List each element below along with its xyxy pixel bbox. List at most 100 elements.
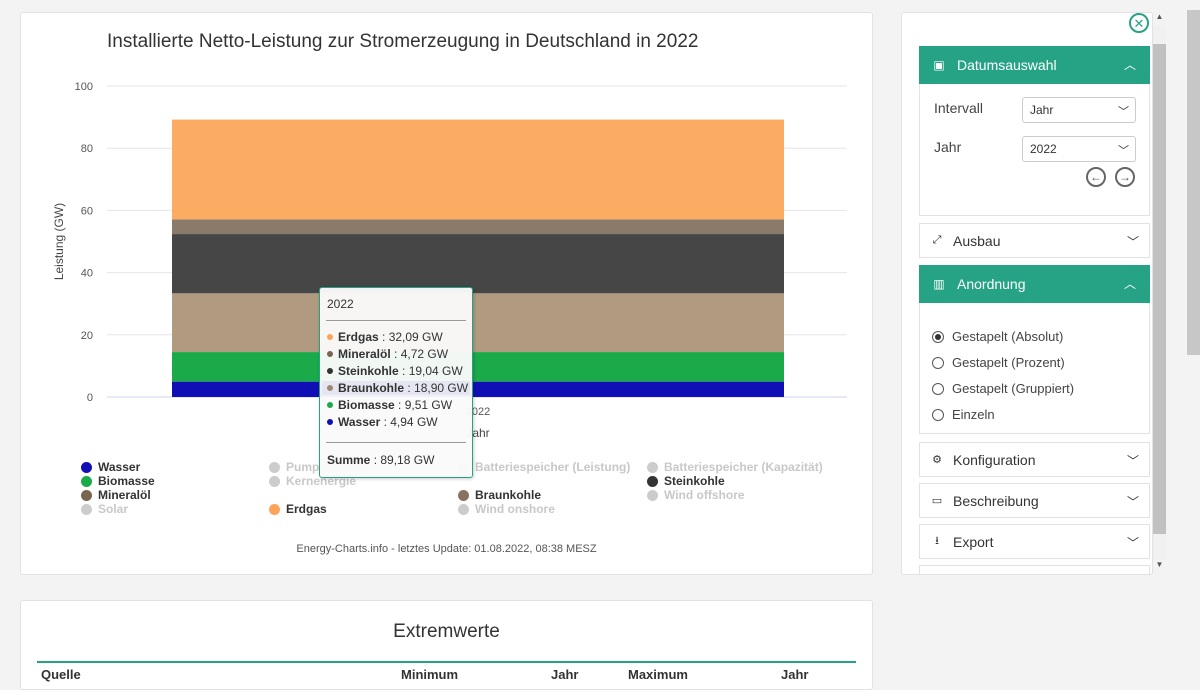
anordnung-option-label: Gestapelt (Gruppiert) bbox=[952, 381, 1075, 396]
next-year-button[interactable]: → bbox=[1115, 167, 1135, 187]
y-tick-label: 20 bbox=[81, 330, 93, 342]
panel-anordnung-header[interactable]: ▥ Anordnung ︿ bbox=[919, 265, 1150, 303]
legend-item-batteriespeicher-kapazität-[interactable]: Batteriespeicher (Kapazität) bbox=[647, 460, 823, 474]
y-tick-label: 40 bbox=[81, 268, 93, 280]
sidebar-scrollbar-thumb[interactable] bbox=[1153, 44, 1166, 534]
legend-label: Braunkohle bbox=[475, 488, 542, 502]
legend-marker bbox=[81, 475, 92, 487]
chevron-down-icon: ﹀ bbox=[1126, 235, 1139, 249]
legend-marker bbox=[458, 503, 469, 515]
tooltip-row: Erdgas : 32,09 GW bbox=[327, 330, 443, 344]
jahr-select[interactable]: 2022 ﹀ bbox=[1022, 136, 1136, 162]
extremwerte-divider bbox=[37, 661, 856, 663]
legend-item-erdgas[interactable]: Erdgas bbox=[269, 502, 327, 516]
legend-label: Wind offshore bbox=[664, 488, 745, 502]
anordnung-option[interactable]: Gestapelt (Absolut) bbox=[932, 329, 1063, 344]
chevron-up-icon: ︿ bbox=[1123, 58, 1136, 72]
legend-marker bbox=[269, 461, 280, 473]
scroll-up-icon[interactable]: ▲ bbox=[1155, 12, 1164, 21]
chevron-down-icon: ﹀ bbox=[1126, 454, 1139, 468]
legend-marker bbox=[647, 489, 658, 501]
extremwerte-title: Extremwerte bbox=[393, 621, 500, 642]
tooltip-row: Steinkohle : 19,04 GW bbox=[327, 364, 463, 378]
legend-label: Wasser bbox=[98, 460, 141, 474]
chevron-down-icon: ﹀ bbox=[1126, 495, 1139, 509]
tooltip-series-value: : 32,09 GW bbox=[378, 330, 443, 344]
panel-konfiguration[interactable]: ⚙ Konfiguration ﹀ bbox=[919, 442, 1150, 477]
legend-marker bbox=[269, 503, 280, 515]
chevron-up-icon: ︿ bbox=[1123, 277, 1136, 291]
chart-tooltip: 2022 Erdgas : 32,09 GW Mineralöl : 4,72 G… bbox=[319, 287, 473, 478]
tooltip-row: Biomasse : 9,51 GW bbox=[327, 398, 452, 412]
tooltip-marker bbox=[327, 385, 333, 391]
legend-item-wind-onshore[interactable]: Wind onshore bbox=[458, 502, 555, 516]
legend-marker bbox=[81, 461, 92, 473]
legend-item-steinkohle[interactable]: Steinkohle bbox=[647, 474, 725, 488]
legend-item-mineralöl[interactable]: Mineralöl bbox=[81, 488, 151, 502]
expand-icon: ⤢ bbox=[932, 234, 942, 246]
legend-item-braunkohle[interactable]: Braunkohle bbox=[458, 488, 541, 502]
tooltip-series-name: Wasser bbox=[338, 415, 381, 429]
y-tick-label: 0 bbox=[87, 392, 93, 404]
tooltip-row: Braunkohle : 18,90 GW bbox=[322, 381, 470, 395]
intervall-select-value: Jahr bbox=[1030, 103, 1054, 117]
panel-datumsauswahl-header[interactable]: ▣ Datumsauswahl ︿ bbox=[919, 46, 1150, 84]
radio-button[interactable] bbox=[932, 408, 944, 421]
anordnung-option[interactable]: Gestapelt (Prozent) bbox=[932, 355, 1065, 370]
anordnung-option[interactable]: Einzeln bbox=[932, 407, 995, 422]
page-scrollbar-thumb[interactable] bbox=[1187, 10, 1200, 355]
tooltip-series-value: : 19,04 GW bbox=[398, 364, 463, 378]
legend-item-batteriespeicher-leistung-[interactable]: Batteriespeicher (Leistung) bbox=[458, 460, 630, 474]
scroll-down-icon[interactable]: ▼ bbox=[1155, 560, 1164, 569]
radio-button[interactable] bbox=[932, 356, 944, 369]
anordnung-option-label: Einzeln bbox=[952, 407, 995, 422]
legend-item-biomasse[interactable]: Biomasse bbox=[81, 474, 155, 488]
tooltip-series-value: : 4,94 GW bbox=[380, 415, 438, 429]
settings-sidebar: ✕ ▣ Datumsauswahl ︿ Intervall Jahr ﹀ Jah… bbox=[901, 12, 1153, 575]
panel-ausbau-title: Ausbau bbox=[953, 232, 1001, 249]
panel-export[interactable]: ⭳ Export ﹀ bbox=[919, 524, 1150, 559]
anordnung-option[interactable]: Gestapelt (Gruppiert) bbox=[932, 381, 1074, 396]
intervall-select[interactable]: Jahr ﹀ bbox=[1022, 97, 1136, 123]
y-tick-label: 60 bbox=[81, 205, 93, 217]
legend-label: Batteriespeicher (Leistung) bbox=[475, 460, 631, 474]
jahr-select-value: 2022 bbox=[1030, 142, 1057, 156]
legend-item-wasser[interactable]: Wasser bbox=[81, 460, 140, 474]
radio-button[interactable] bbox=[932, 382, 944, 395]
previous-year-button[interactable]: ← bbox=[1086, 167, 1106, 187]
tooltip-series-value: : 18,90 GW bbox=[404, 381, 469, 395]
bar-segment-steinkohle bbox=[172, 234, 784, 294]
panel-more[interactable] bbox=[919, 565, 1150, 574]
panel-ausbau[interactable]: ⤢ Ausbau ﹀ bbox=[919, 223, 1150, 258]
legend-marker bbox=[269, 475, 280, 487]
panel-datumsauswahl-title: Datumsauswahl bbox=[957, 57, 1057, 73]
tooltip-separator bbox=[326, 320, 466, 321]
legend-marker bbox=[81, 489, 92, 501]
tooltip-sum: Summe : 89,18 GW bbox=[327, 453, 434, 467]
chart-card: Installierte Netto-Leistung zur Stromerz… bbox=[20, 12, 873, 575]
tooltip-marker bbox=[327, 368, 333, 374]
chart-credits: Energy-Charts.info - letztes Update: 01.… bbox=[296, 543, 597, 555]
legend-label: Erdgas bbox=[286, 502, 327, 516]
tooltip-series-name: Mineralöl bbox=[338, 347, 391, 361]
radio-button[interactable] bbox=[932, 330, 944, 343]
tooltip-series-name: Steinkohle bbox=[338, 364, 399, 378]
legend-item-solar[interactable]: Solar bbox=[81, 502, 128, 516]
bar-segment-erdgas bbox=[172, 119, 784, 220]
chevron-down-icon: ﹀ bbox=[1118, 145, 1129, 157]
chart-icon: ▥ bbox=[933, 277, 945, 291]
panel-beschreibung[interactable]: ▭ Beschreibung ﹀ bbox=[919, 483, 1150, 518]
y-tick-label: 80 bbox=[81, 143, 93, 155]
tooltip-marker bbox=[327, 351, 333, 357]
close-circle-icon[interactable]: ✕ bbox=[1129, 13, 1149, 33]
extremwerte-card: Extremwerte Quelle Minimum Jahr Maximum … bbox=[20, 600, 873, 690]
tooltip-series-name: Biomasse bbox=[338, 398, 395, 412]
legend-item-wind-offshore[interactable]: Wind offshore bbox=[647, 488, 745, 502]
arrow-right-icon: → bbox=[1119, 170, 1131, 184]
tooltip-marker bbox=[327, 402, 333, 408]
panel-anordnung-title: Anordnung bbox=[957, 276, 1026, 292]
tooltip-series-value: : 4,72 GW bbox=[390, 347, 449, 361]
legend-marker bbox=[81, 503, 92, 515]
tooltip-row: Mineralöl : 4,72 GW bbox=[327, 347, 448, 361]
